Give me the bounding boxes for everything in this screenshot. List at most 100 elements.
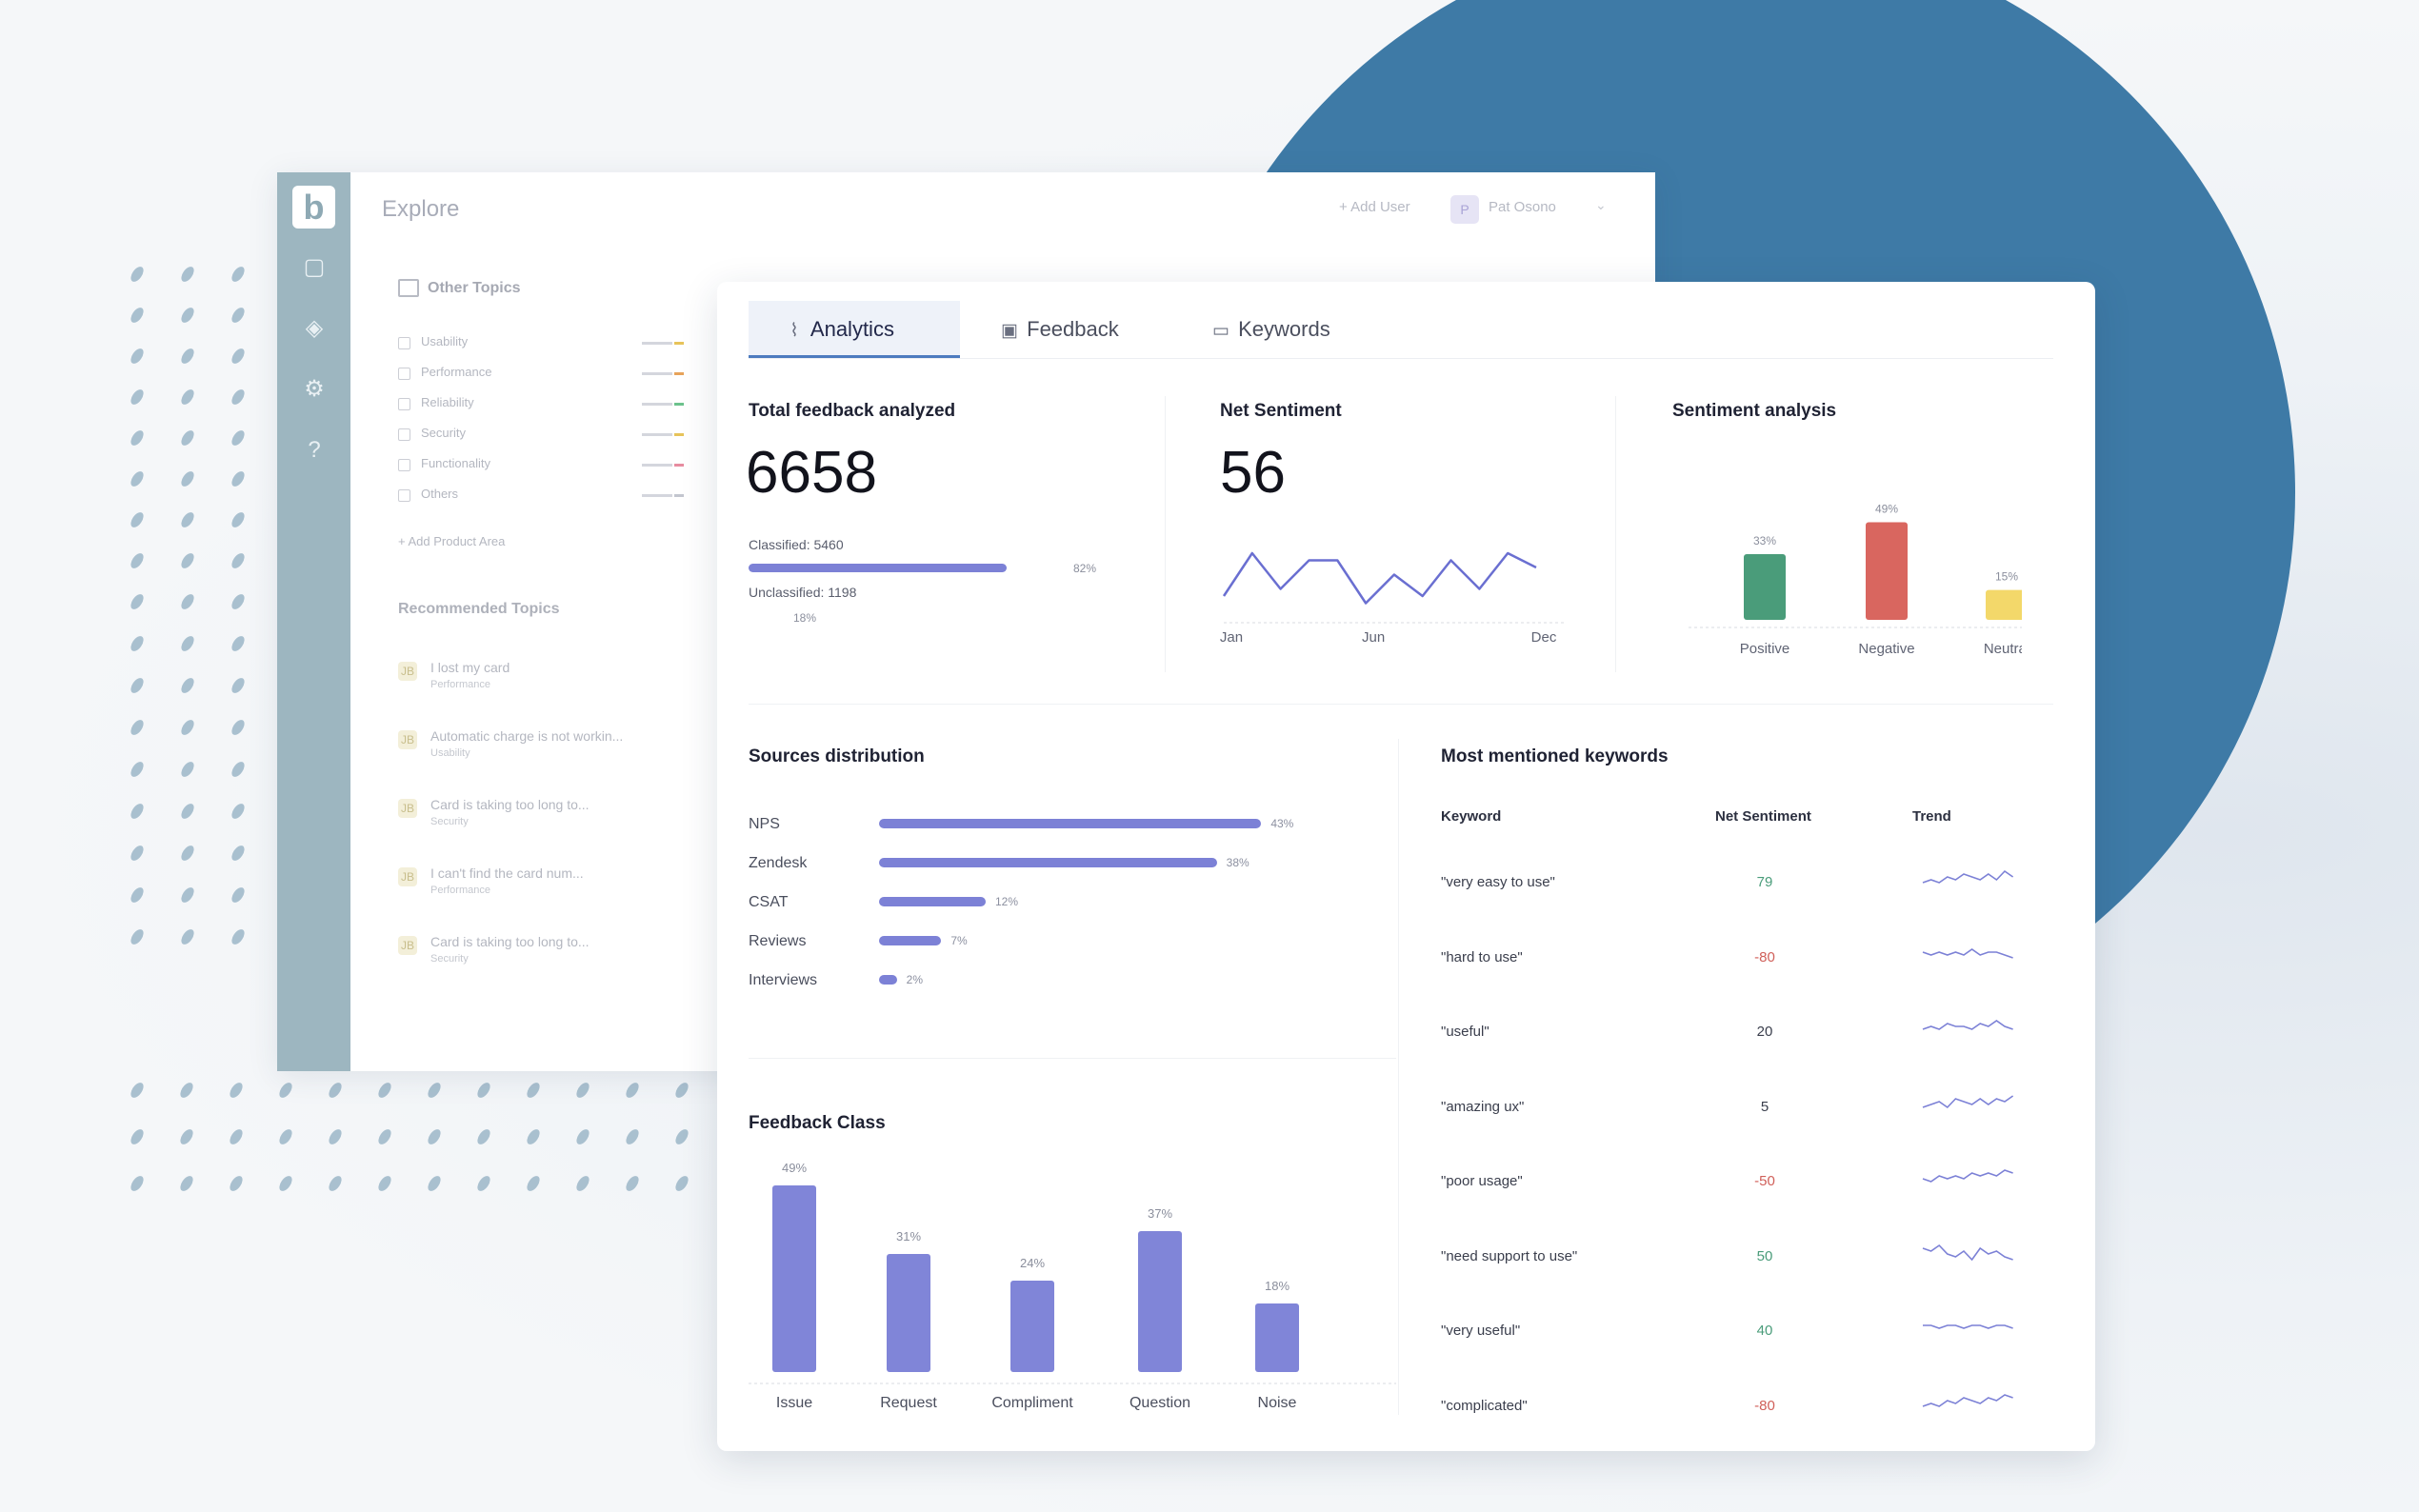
dot <box>231 636 245 651</box>
dot <box>477 1176 490 1191</box>
bar-value-label: 33% <box>1753 534 1776 547</box>
source-bar <box>879 975 897 985</box>
topic-checkbox[interactable] <box>398 489 410 502</box>
trend-sparkline <box>1922 869 2014 884</box>
dot <box>181 804 194 819</box>
logo: b <box>292 186 335 229</box>
topics-icon <box>398 279 419 297</box>
bar-category-label: Compliment <box>991 1395 1073 1411</box>
topic-icon: JB <box>398 730 417 749</box>
topic-checkbox[interactable] <box>398 337 410 349</box>
feedback-icon[interactable]: ▢ <box>303 254 326 280</box>
tab-feedback[interactable]: ▣ Feedback <box>998 301 1119 358</box>
dot <box>231 804 245 819</box>
keyword-name: "very useful" <box>1441 1323 1521 1339</box>
topic-checkbox[interactable] <box>398 459 410 471</box>
dot <box>130 929 144 945</box>
chart-icon: ⌇ <box>790 321 799 341</box>
recommended-topic-item[interactable]: JB I lost my card Performance <box>398 660 703 707</box>
classified-bar-track <box>749 564 1063 572</box>
topic-bar <box>642 403 672 406</box>
classified-bar <box>749 564 1007 572</box>
avatar[interactable]: P <box>1450 195 1479 224</box>
dot <box>231 887 245 903</box>
keyword-sentiment-value: 5 <box>1760 1098 1769 1115</box>
dot <box>181 512 194 527</box>
recommended-topic-item[interactable]: JB Card is taking too long to... Security <box>398 797 703 845</box>
sentiment-bar-negative <box>1866 522 1908 620</box>
topic-checkbox[interactable] <box>398 368 410 380</box>
topic-bar-accent <box>674 494 684 497</box>
topic-row[interactable]: Functionality <box>398 456 741 475</box>
feedback-class-bar-question <box>1138 1231 1182 1372</box>
bar-value-label: 24% <box>1020 1256 1045 1270</box>
user-name[interactable]: Pat Osono <box>1489 199 1556 215</box>
recommended-topic-item[interactable]: JB I can't find the card num... Performanc… <box>398 865 703 913</box>
topic-row[interactable]: Reliability <box>398 395 741 414</box>
dot <box>181 594 194 609</box>
topic-row[interactable]: Performance <box>398 365 741 384</box>
bar-value-label: 49% <box>1875 503 1898 516</box>
topic-checkbox[interactable] <box>398 428 410 441</box>
dot <box>279 1083 292 1098</box>
dot <box>231 594 245 609</box>
tab-analytics[interactable]: ⌇ Analytics <box>749 301 960 358</box>
source-value: 2% <box>906 973 923 986</box>
keyword-sentiment-value: -80 <box>1754 948 1775 965</box>
feedback-class-bar-issue <box>772 1185 816 1372</box>
topic-row[interactable]: Security <box>398 426 741 445</box>
chevron-down-icon[interactable]: ⌄ <box>1595 197 1607 212</box>
keyword-column-header: Keyword <box>1441 808 1502 825</box>
keyword-name: "poor usage" <box>1441 1173 1523 1189</box>
dot <box>130 762 144 777</box>
topic-icon: JB <box>398 867 417 886</box>
bar-category-label: Noise <box>1258 1395 1297 1411</box>
dot <box>130 1176 144 1191</box>
dot <box>181 636 194 651</box>
dot <box>181 308 194 323</box>
dot <box>329 1176 342 1191</box>
topic-checkbox[interactable] <box>398 398 410 410</box>
gear-icon[interactable]: ⚙ <box>304 376 325 402</box>
dot <box>231 348 245 364</box>
source-value: 43% <box>1270 817 1294 830</box>
layers-icon[interactable]: ◈ <box>305 315 324 341</box>
trend-line <box>1923 1324 2013 1329</box>
topic-row[interactable]: Others <box>398 487 741 506</box>
dot <box>527 1083 540 1098</box>
dot <box>181 267 194 282</box>
add-user-button[interactable]: + Add User <box>1339 199 1410 215</box>
tab-keywords[interactable]: ▭ Keywords <box>1210 301 1330 358</box>
dot <box>527 1176 540 1191</box>
topic-row[interactable]: Usability <box>398 334 741 353</box>
dot <box>181 678 194 693</box>
bar-category-label: Issue <box>776 1395 812 1411</box>
dot <box>428 1176 441 1191</box>
recommended-topic-item[interactable]: JB Automatic charge is not workin... Usabi… <box>398 728 703 776</box>
topic-bar-accent <box>674 342 684 345</box>
bar-category-label: Positive <box>1740 641 1790 657</box>
dot <box>181 762 194 777</box>
topic-bar <box>642 342 672 345</box>
x-tick-label: Jun <box>1362 629 1385 644</box>
recommended-topic-text: I lost my card <box>430 660 510 675</box>
dot <box>576 1129 590 1144</box>
dot <box>130 804 144 819</box>
dot <box>231 308 245 323</box>
dot <box>130 471 144 487</box>
feedback-class-bar-noise <box>1255 1303 1299 1372</box>
recommended-topic-item[interactable]: JB Card is taking too long to... Security <box>398 934 703 982</box>
x-tick-label: Jan <box>1220 629 1243 644</box>
dot <box>576 1083 590 1098</box>
dot <box>279 1176 292 1191</box>
topic-label: Others <box>421 487 459 501</box>
recommended-topic-tag: Security <box>430 816 469 827</box>
dot <box>626 1176 639 1191</box>
dot <box>477 1083 490 1098</box>
help-icon[interactable]: ? <box>308 437 321 463</box>
add-product-area-button[interactable]: + Add Product Area <box>398 534 506 548</box>
source-value: 7% <box>950 934 968 947</box>
trend-line <box>1922 1020 2013 1030</box>
sentiment-column-header: Net Sentiment <box>1715 808 1811 825</box>
feedback-class-title: Feedback Class <box>749 1113 886 1133</box>
